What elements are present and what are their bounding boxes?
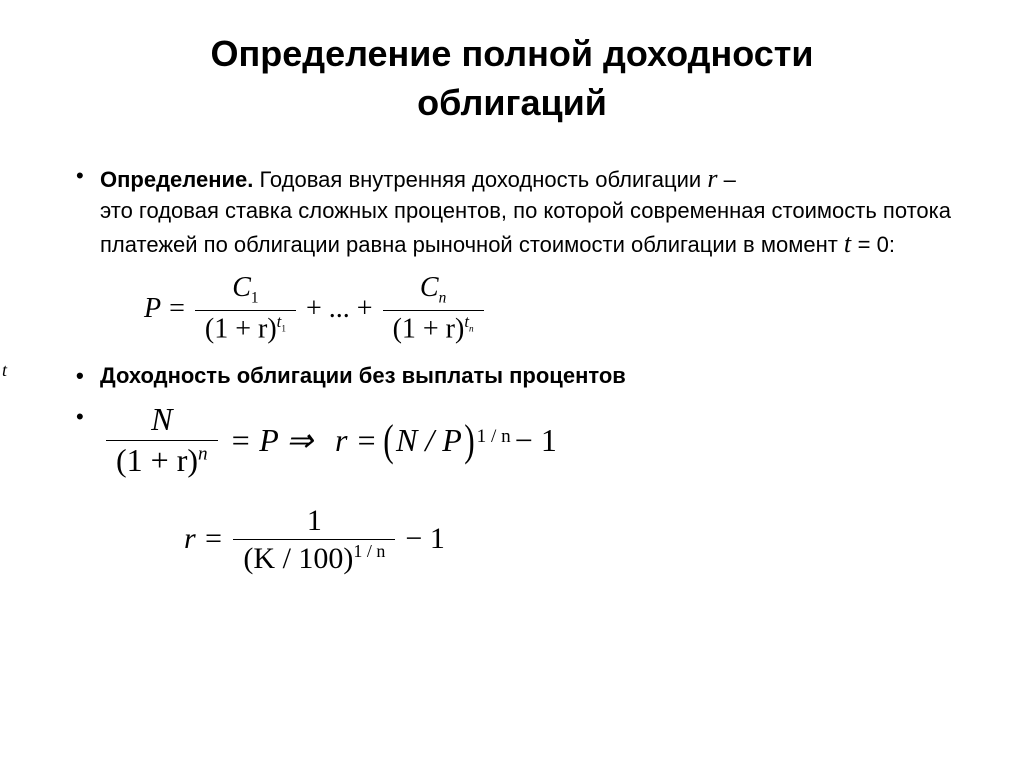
formula-zero-coupon: N (1 + r)n = P ⇒ r = ( N / P ) 1 / n − 1 [100, 402, 964, 477]
f1-C1-sub: 1 [251, 290, 259, 307]
f2-N: N [151, 401, 172, 437]
f3-K100: (K / 100) [243, 542, 353, 575]
f1-Cn: C [420, 272, 439, 303]
f2-paren-l: ( [383, 410, 393, 470]
f1-Cn-sub: n [439, 290, 447, 307]
f1-plus-dots: + ... + [302, 293, 377, 325]
slide-title: Определение полной доходности облигаций [60, 30, 964, 127]
formula-present-value: P = C1 (1 + r)t1 + ... + Cn (1 + r)tn [140, 273, 964, 345]
f1-eq: = [165, 293, 189, 325]
def-dash: – [724, 167, 736, 192]
f2-n: n [198, 443, 208, 464]
f2-NP: N / P [396, 419, 462, 462]
def-text-a: Годовая внутренняя доходность облигации [253, 167, 707, 192]
bullet-zero-coupon-text: Доходность облигации без выплаты процент… [100, 363, 626, 388]
f1-denn-base: (1 + r) [393, 313, 465, 344]
definition-label: Определение. [100, 167, 253, 192]
f3-frac: 1 (K / 100)1 / n [233, 504, 395, 575]
def-eq0: = 0: [858, 232, 895, 257]
bullet-formula2: N (1 + r)n = P ⇒ r = ( N / P ) 1 / n − 1 [70, 402, 964, 477]
bullet-definition: Определение. Годовая внутренняя доходнос… [70, 161, 964, 261]
title-line-2: облигаций [417, 82, 607, 123]
slide-root: Определение полной доходности облигаций … [0, 0, 1024, 611]
bullet-zero-coupon-heading: Доходность облигации без выплаты процент… [70, 361, 964, 391]
f1-P: P [140, 293, 165, 325]
formula-k100: r = 1 (K / 100)1 / n − 1 [180, 504, 964, 575]
f1-C1: C [232, 272, 251, 303]
f2-eqP-arrow: = P ⇒ [224, 419, 331, 462]
f3-minus1: − 1 [401, 522, 448, 556]
f2-minus1: − 1 [511, 419, 561, 462]
f1-t1-sub: 1 [281, 323, 286, 333]
f1-den1-base: (1 + r) [205, 313, 277, 344]
f1-frac1: C1 (1 + r)t1 [195, 273, 296, 345]
f2-1n: 1 / n [477, 424, 511, 450]
title-line-1: Определение полной доходности [211, 33, 814, 74]
f3-r-eq: r = [180, 522, 227, 556]
f1-tn-sub: n [469, 323, 474, 333]
var-t: t [844, 229, 858, 258]
f2-paren-r: ) [464, 410, 474, 470]
var-r: r [707, 164, 717, 193]
bullet-list-2: Доходность облигации без выплаты процент… [70, 361, 964, 478]
f2-frac: N (1 + r)n [106, 402, 218, 477]
stray-t-label: t [2, 360, 7, 381]
f3-num1: 1 [307, 504, 322, 537]
f1-frac-n: Cn (1 + r)tn [383, 273, 484, 345]
f2-r-eq: r = [331, 419, 381, 462]
f3-1n: 1 / n [353, 541, 385, 561]
def-text-b: это годовая ставка сложных процентов, по… [100, 198, 951, 257]
f2-den-base: (1 + r) [116, 442, 198, 478]
bullet-list: Определение. Годовая внутренняя доходнос… [70, 161, 964, 261]
